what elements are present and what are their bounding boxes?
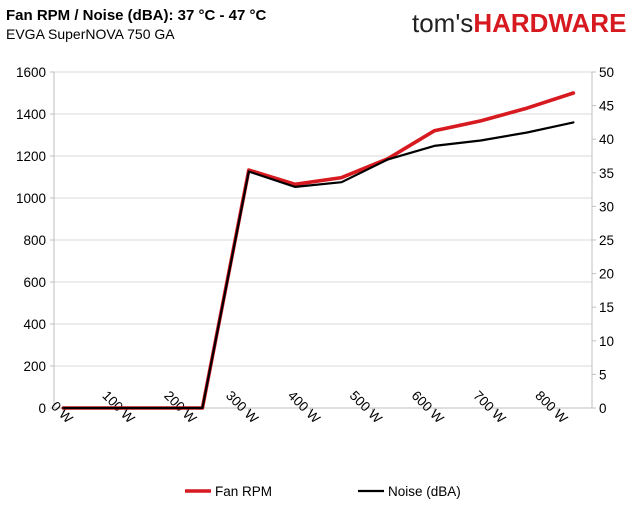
gridlines (54, 71, 592, 367)
legend-label: Noise (dBA) (388, 484, 461, 499)
series-line-noise-dba (62, 121, 575, 410)
right-tick-label: 20 (599, 267, 614, 282)
right-tick-label: 30 (599, 199, 614, 214)
left-tick-label: 400 (23, 317, 46, 332)
series-line-fan-rpm (61, 91, 576, 410)
x-tick-label: 300 W (223, 388, 261, 426)
right-tick-label: 50 (599, 65, 614, 80)
right-tick-label: 40 (599, 132, 614, 147)
toms-hardware-logo: tom'sHARDWARE (412, 8, 626, 38)
right-tick-label: 10 (599, 334, 614, 349)
left-tick-label: 200 (23, 359, 46, 374)
chart-subtitle: EVGA SuperNOVA 750 GA (6, 26, 175, 42)
logo-text-hardware: HARDWARE (473, 8, 626, 38)
x-tick-label: 700 W (470, 388, 508, 426)
x-tick-label: 400 W (285, 388, 323, 426)
right-tick-label: 25 (599, 233, 614, 248)
x-tick-label: 0 W (48, 399, 76, 427)
right-tick-label: 35 (599, 166, 614, 181)
x-tick-label: 600 W (409, 388, 447, 426)
chart-title: Fan RPM / Noise (dBA): 37 °C - 47 °C (6, 7, 267, 24)
right-axis-ticks: 0 5 10 15 20 25 30 35 40 45 50 (592, 65, 614, 416)
left-tick-label: 0 (38, 401, 46, 416)
x-tick-label: 500 W (347, 388, 385, 426)
left-tick-label: 1400 (16, 107, 46, 122)
left-axis-ticks: 0 200 400 600 800 1000 1200 1400 1600 (16, 65, 54, 416)
right-tick-label: 45 (599, 99, 614, 114)
left-tick-label: 800 (23, 233, 46, 248)
svg-text:tom'sHARDWARE: tom'sHARDWARE (412, 8, 626, 38)
right-tick-label: 15 (599, 300, 614, 315)
legend-label: Fan RPM (215, 484, 272, 499)
legend: Fan RPM Noise (dBA) (185, 484, 461, 499)
series-lines (61, 91, 576, 410)
left-tick-label: 1600 (16, 65, 46, 80)
x-tick-label: 800 W (532, 388, 570, 426)
left-tick-label: 1000 (16, 191, 46, 206)
left-tick-label: 1200 (16, 149, 46, 164)
logo-text-toms: tom's (412, 8, 473, 38)
right-tick-label: 0 (599, 401, 607, 416)
left-tick-label: 600 (23, 275, 46, 290)
right-tick-label: 5 (599, 367, 607, 382)
